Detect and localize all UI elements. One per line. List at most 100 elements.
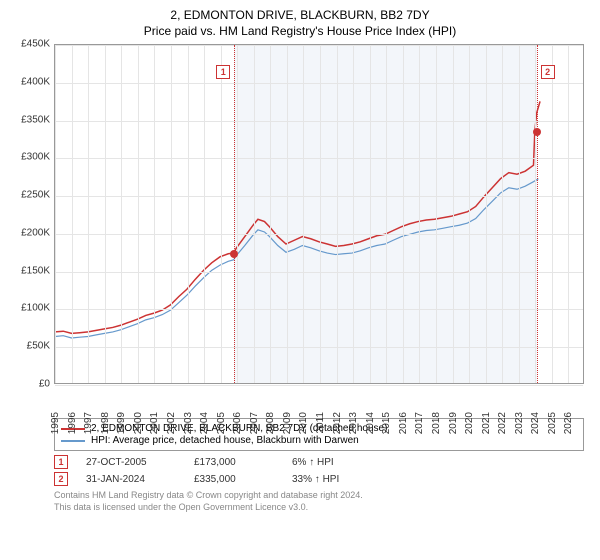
gridline-v [72,45,73,383]
gridline-v [138,45,139,383]
sale-pct: 33% ↑ HPI [292,474,372,485]
sale-row-badge: 2 [54,472,68,486]
gridline-v [519,45,520,383]
chart-container: 2, EDMONTON DRIVE, BLACKBURN, BB2 7DY Pr… [0,0,600,560]
legend-swatch [61,440,85,442]
x-tick-label: 2003 [183,412,194,434]
sale-point [533,128,541,136]
x-tick-label: 2004 [199,412,210,434]
gridline-v [287,45,288,383]
x-tick-label: 1998 [100,412,111,434]
y-tick-label: £150K [21,265,50,276]
gridline-h [55,309,583,310]
x-axis-labels: 1995199619971998199920002001200220032004… [54,384,584,414]
gridline-v [221,45,222,383]
gridline-h [55,158,583,159]
gridline-h [55,196,583,197]
x-tick-label: 2001 [149,412,160,434]
gridline-v [188,45,189,383]
x-tick-label: 2009 [282,412,293,434]
x-tick-label: 2000 [133,412,144,434]
gridline-v [370,45,371,383]
chart-area: £0£50K£100K£150K£200K£250K£300K£350K£400… [12,44,588,414]
y-tick-label: £100K [21,303,50,314]
y-tick-label: £350K [21,114,50,125]
sale-row-badge: 1 [54,455,68,469]
x-tick-label: 2014 [365,412,376,434]
x-tick-label: 2023 [514,412,525,434]
gridline-h [55,45,583,46]
y-tick-label: £250K [21,190,50,201]
x-tick-label: 2026 [563,412,574,434]
sale-row: 231-JAN-2024£335,00033% ↑ HPI [54,472,588,486]
x-tick-label: 2016 [398,412,409,434]
gridline-v [204,45,205,383]
footnote: Contains HM Land Registry data © Crown c… [54,490,588,513]
x-tick-label: 2007 [249,412,260,434]
gridline-v [254,45,255,383]
gridline-v [105,45,106,383]
sale-row: 127-OCT-2005£173,0006% ↑ HPI [54,455,588,469]
gridline-h [55,347,583,348]
gridline-v [237,45,238,383]
x-tick-label: 2006 [232,412,243,434]
gridline-v [55,45,56,383]
gridline-v [469,45,470,383]
x-tick-label: 2012 [332,412,343,434]
x-tick-label: 2015 [381,412,392,434]
gridline-v [568,45,569,383]
gridline-v [171,45,172,383]
gridline-v [270,45,271,383]
sale-point [230,250,238,258]
x-tick-label: 2018 [431,412,442,434]
x-tick-label: 2020 [464,412,475,434]
gridline-v [502,45,503,383]
x-tick-label: 1999 [116,412,127,434]
y-axis-labels: £0£50K£100K£150K£200K£250K£300K£350K£400… [12,44,54,384]
gridline-h [55,272,583,273]
x-tick-label: 2025 [547,412,558,434]
x-tick-label: 2010 [298,412,309,434]
y-tick-label: £300K [21,152,50,163]
gridline-h [55,121,583,122]
sale-pct: 6% ↑ HPI [292,457,372,468]
gridline-v [552,45,553,383]
x-tick-label: 1996 [67,412,78,434]
gridline-v [154,45,155,383]
x-tick-label: 1997 [83,412,94,434]
x-tick-label: 2021 [481,412,492,434]
x-tick-label: 2011 [315,412,326,434]
footnote-line: This data is licensed under the Open Gov… [54,502,588,514]
x-tick-label: 2005 [216,412,227,434]
sale-marker-badge: 1 [216,65,230,79]
x-tick-label: 2024 [530,412,541,434]
gridline-v [386,45,387,383]
x-tick-label: 2008 [265,412,276,434]
plot-area: 12 [54,44,584,384]
x-tick-label: 2022 [497,412,508,434]
y-tick-label: £450K [21,39,50,50]
gridline-v [337,45,338,383]
series-property [55,101,540,333]
gridline-v [419,45,420,383]
sale-price: £335,000 [194,474,274,485]
sale-marker-badge: 2 [541,65,555,79]
gridline-v [486,45,487,383]
chart-subtitle: Price paid vs. HM Land Registry's House … [12,24,588,38]
series-hpi [55,179,538,338]
x-tick-label: 2017 [414,412,425,434]
gridline-v [303,45,304,383]
line-series-svg [55,45,583,383]
sale-marker-line [537,45,538,383]
y-tick-label: £50K [27,341,50,352]
x-tick-label: 1995 [50,412,61,434]
sales-list: 127-OCT-2005£173,0006% ↑ HPI231-JAN-2024… [12,455,588,486]
chart-title: 2, EDMONTON DRIVE, BLACKBURN, BB2 7DY [12,8,588,22]
gridline-h [55,234,583,235]
y-tick-label: £0 [39,379,50,390]
gridline-v [88,45,89,383]
y-tick-label: £400K [21,76,50,87]
x-tick-label: 2019 [448,412,459,434]
gridline-v [121,45,122,383]
legend-item: HPI: Average price, detached house, Blac… [61,435,577,446]
